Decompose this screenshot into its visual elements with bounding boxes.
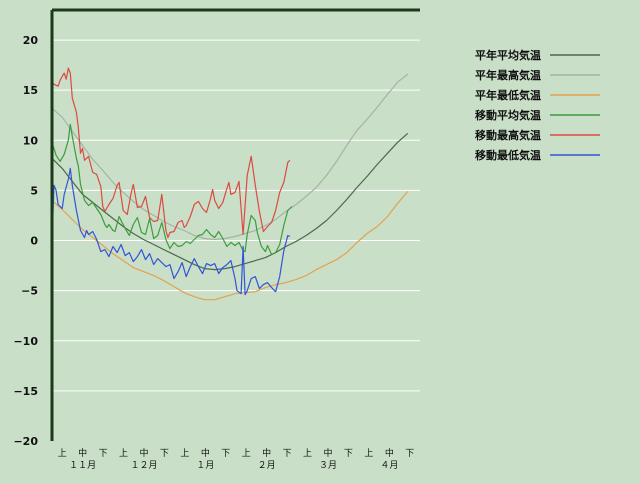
- series-line-1: [51, 73, 409, 241]
- y-tick-label: 20: [23, 34, 39, 47]
- x-tick-label: 上: [303, 448, 312, 459]
- legend-label: 移動最高気温: [475, 128, 541, 142]
- x-axis-ticks: 上中下上中下上中下上中下上中下上中下１１月 １２月 １月 ２月 ３月 ４月: [58, 447, 415, 471]
- legend-label: 移動平均気温: [475, 108, 541, 122]
- y-tick-label: 0: [30, 235, 38, 248]
- x-tick-label: 中: [139, 447, 148, 459]
- y-tick-label: −20: [13, 435, 38, 448]
- x-tick-label: 上: [58, 448, 67, 459]
- x-month-label: ４月: [380, 460, 398, 471]
- x-tick-label: 上: [364, 448, 373, 459]
- y-axis-ticks: 20 15 10 5 0 −5 −10 −15 −20: [13, 34, 38, 448]
- x-tick-label: 下: [160, 449, 169, 459]
- series-line-5: [51, 167, 291, 296]
- axis-layer: [50, 8, 420, 441]
- x-tick-label: 中: [78, 447, 87, 459]
- x-tick-label: 下: [221, 449, 230, 459]
- series-layer: [51, 67, 409, 301]
- y-tick-label: 5: [30, 184, 38, 197]
- series-line-3: [51, 123, 293, 256]
- y-tick-label: −10: [13, 335, 38, 348]
- y-tick-label: 15: [23, 84, 38, 97]
- x-tick-label: 下: [405, 449, 414, 459]
- y-tick-label: 10: [23, 134, 39, 147]
- x-tick-label: 下: [344, 449, 353, 459]
- x-month-label: １２月: [130, 460, 157, 471]
- x-month-label: １１月: [69, 460, 96, 471]
- x-month-label: ２月: [258, 460, 276, 471]
- legend-label: 平年最低気温: [475, 88, 541, 102]
- legend-label: 平年平均気温: [475, 48, 541, 62]
- x-tick-label: 上: [242, 448, 251, 459]
- x-tick-label: 中: [385, 447, 394, 459]
- series-line-0: [51, 132, 409, 271]
- x-tick-label: 下: [283, 449, 292, 459]
- x-tick-label: 中: [201, 447, 210, 459]
- y-tick-label: −5: [21, 285, 38, 298]
- x-month-label: ３月: [319, 460, 337, 471]
- legend-label: 移動最低気温: [475, 148, 541, 162]
- x-tick-label: 中: [262, 447, 271, 459]
- x-tick-label: 上: [180, 448, 189, 459]
- y-tick-label: −15: [13, 385, 38, 398]
- series-line-4: [51, 67, 291, 239]
- x-tick-label: 上: [119, 448, 128, 459]
- x-tick-label: 下: [99, 449, 108, 459]
- legend-label: 平年最高気温: [475, 68, 541, 82]
- x-month-label: １月: [196, 460, 214, 471]
- x-tick-label: 中: [323, 447, 332, 459]
- grid-layer: [52, 39, 420, 392]
